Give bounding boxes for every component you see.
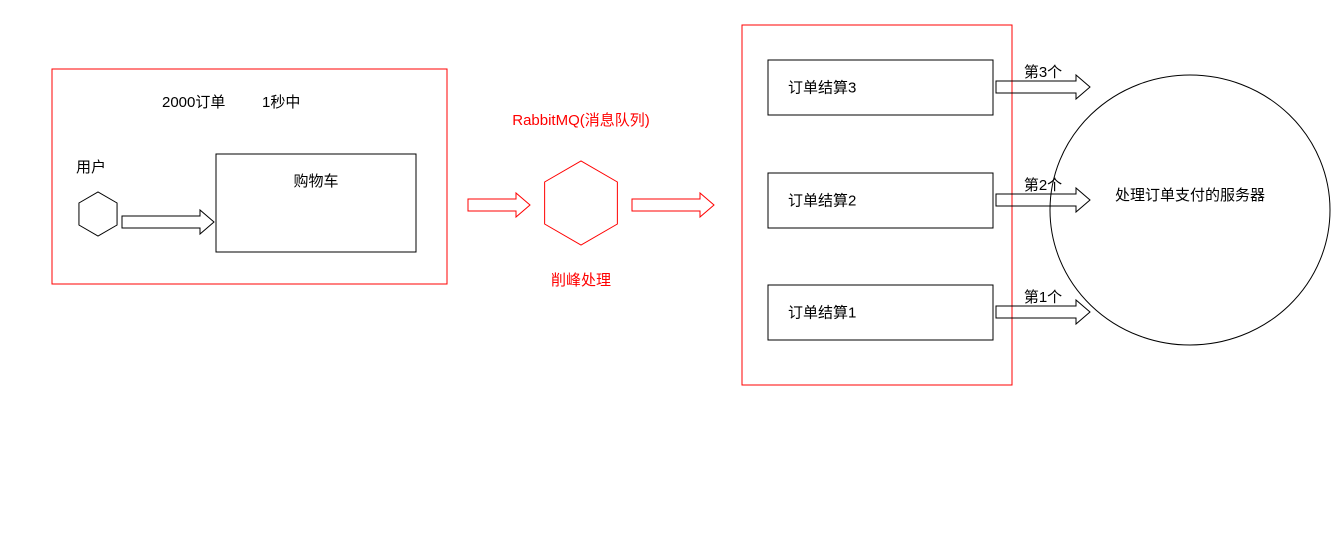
cart-label: 购物车 xyxy=(293,173,338,190)
order-count-label: 2000订单 xyxy=(162,94,225,111)
time-label: 1秒中 xyxy=(262,94,300,111)
server-label: 处理订单支付的服务器 xyxy=(1115,187,1265,204)
cart-rect xyxy=(216,154,416,252)
queue-item-label-1: 订单结算1 xyxy=(788,304,856,322)
queue-container xyxy=(742,25,1012,385)
queue-item-label-2: 订单结算2 xyxy=(788,192,856,210)
out-arrow-label-2: 第2个 xyxy=(1024,176,1062,194)
user-hexagon xyxy=(79,192,117,236)
out-arrow-label-1: 第1个 xyxy=(1024,288,1062,306)
arrow-to-mq xyxy=(468,193,530,217)
rabbitmq-hexagon xyxy=(545,161,618,245)
out-arrow-label-3: 第3个 xyxy=(1024,63,1062,81)
peak-shaving-label: 削峰处理 xyxy=(551,272,611,289)
user-to-cart-arrow xyxy=(122,210,214,234)
queue-item-label-3: 订单结算3 xyxy=(788,79,856,97)
rabbitmq-label: RabbitMQ(消息队列) xyxy=(512,112,650,129)
server-ellipse xyxy=(1050,75,1330,345)
user-label: 用户 xyxy=(76,159,106,176)
arrow-from-mq xyxy=(632,193,714,217)
